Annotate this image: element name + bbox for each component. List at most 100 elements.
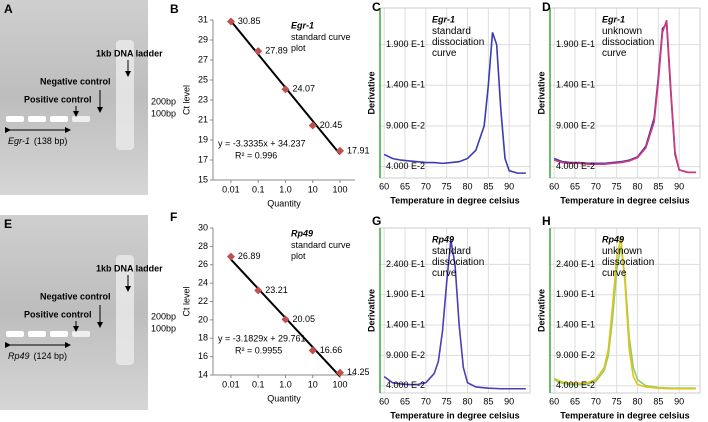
point — [226, 252, 235, 261]
x-tick-label: 1.0 — [279, 379, 292, 389]
x-tick-label: 75 — [612, 181, 622, 191]
x-tick-label: 80 — [462, 396, 472, 406]
chart-subtitle: unknown dissociation curve — [602, 26, 655, 59]
chart-subtitle-box: standard curve plot — [291, 240, 351, 261]
x-tick-label: 85 — [653, 181, 663, 191]
y-tick-label: 29 — [198, 34, 208, 44]
chart-subtitle-box: unknown dissociation curve — [602, 246, 655, 279]
value-label: 27.89 — [265, 45, 288, 55]
equation: y = -3.3335x + 34.237 — [218, 138, 306, 148]
y-tick-label: 2.400 E-1 — [556, 259, 595, 269]
chart-subtitle: standard dissociation curve — [432, 246, 485, 279]
value-label: 26.89 — [238, 251, 261, 261]
value-label: 17.91 — [347, 145, 370, 155]
point — [281, 85, 290, 94]
x-tick-label: 85 — [483, 181, 493, 191]
x-tick-label: 75 — [612, 396, 622, 406]
y-axis-label: Derivative — [366, 71, 376, 114]
gel-band — [50, 116, 68, 122]
x-tick-label: 90 — [504, 181, 514, 191]
chart-subtitle: unknown dissociation curve — [602, 246, 655, 279]
value-label: 14.25 — [347, 367, 370, 377]
point — [308, 346, 317, 355]
y-tick-label: 1.900 E-1 — [386, 289, 425, 299]
x-tick-label: 70 — [421, 396, 431, 406]
x-tick-label: 60 — [549, 396, 559, 406]
gel-band — [72, 116, 90, 122]
curve — [383, 239, 526, 390]
y-axis-label: Ct level — [181, 85, 191, 115]
y-tick-label: 25 — [198, 74, 208, 84]
point — [335, 368, 344, 377]
negative-label: Negative control — [40, 291, 111, 301]
gene-name: Egr-1 — [8, 136, 30, 146]
gene-name: Rp49 — [8, 351, 30, 361]
value-label: 20.05 — [292, 314, 315, 324]
x-tick-label: 60 — [379, 181, 389, 191]
x-tick-label: 65 — [400, 181, 410, 191]
y-axis-label: Derivative — [366, 289, 376, 332]
chart-subtitle-box: standard dissociation curve — [432, 246, 485, 279]
chart-title: Egr-1 — [291, 20, 314, 30]
x-tick-label: 80 — [632, 181, 642, 191]
point — [254, 47, 263, 56]
y-tick-label: 1.900 E-1 — [386, 39, 425, 49]
x-axis-label: Temperature in degree celsius — [560, 410, 689, 420]
x-tick-label: 75 — [442, 181, 452, 191]
x-tick-label: 0.1 — [252, 379, 265, 389]
chart-subtitle: standard curve plot — [291, 240, 351, 261]
panel-letter: C — [372, 0, 381, 14]
y-tick-label: 1.900 E-1 — [556, 39, 595, 49]
r-squared: R² = 0.996 — [235, 150, 277, 160]
panel-letter: E — [4, 217, 12, 231]
x-tick-label: 85 — [653, 396, 663, 406]
ladder-label: 1kb DNA ladder — [96, 263, 163, 273]
value-label: 16.66 — [320, 345, 343, 355]
size-label: 200bp — [151, 311, 176, 321]
gel-band — [6, 331, 24, 337]
x-tick-label: 70 — [591, 181, 601, 191]
panel-letter: H — [542, 214, 551, 228]
chart-subtitle: standard dissociation curve — [432, 26, 485, 59]
x-tick-label: 90 — [674, 181, 684, 191]
y-tick-label: 18 — [198, 333, 208, 343]
y-tick-label: 1.400 E-1 — [556, 319, 595, 329]
x-tick-label: 10 — [308, 184, 318, 194]
x-tick-label: 10 — [308, 379, 318, 389]
y-tick-label: 17 — [198, 154, 208, 164]
y-tick-label: 23 — [198, 94, 208, 104]
value-label: 24.07 — [292, 84, 315, 94]
x-tick-label: 80 — [462, 181, 472, 191]
ladder-smear — [116, 40, 134, 150]
y-tick-label: 4.000 E-2 — [556, 161, 595, 171]
gel-band — [28, 331, 46, 337]
chart-subtitle: standard curve plot — [291, 32, 351, 53]
x-tick-label: 65 — [570, 396, 580, 406]
amplicon-size: (138 bp) — [34, 136, 68, 146]
y-tick-label: 31 — [198, 14, 208, 24]
x-axis-label: Quantity — [267, 393, 301, 403]
positive-label: Positive control — [24, 309, 92, 319]
y-tick-label: 27 — [198, 54, 208, 64]
point — [335, 146, 344, 155]
y-tick-label: 1.900 E-1 — [556, 289, 595, 299]
y-tick-label: 9.000 E-2 — [386, 120, 425, 130]
x-tick-label: 0.1 — [252, 184, 265, 194]
x-tick-label: 100 — [332, 184, 347, 194]
point — [281, 315, 290, 324]
x-tick-label: 0.01 — [222, 184, 240, 194]
value-label: 30.85 — [238, 16, 261, 26]
positive-label: Positive control — [24, 94, 92, 104]
chart-subtitle-box: standard curve plot — [291, 32, 351, 53]
y-tick-label: 1.400 E-1 — [386, 80, 425, 90]
size-label: 100bp — [151, 323, 176, 333]
x-tick-label: 70 — [591, 396, 601, 406]
x-tick-label: 1.0 — [279, 184, 292, 194]
chart-title: Rp49 — [602, 234, 624, 244]
ladder-smear — [116, 255, 134, 365]
chart-title: Rp49 — [432, 234, 454, 244]
x-tick-label: 70 — [421, 181, 431, 191]
y-tick-label: 4.000 E-2 — [386, 380, 425, 390]
y-tick-label: 26 — [198, 259, 208, 269]
x-tick-label: 90 — [674, 396, 684, 406]
